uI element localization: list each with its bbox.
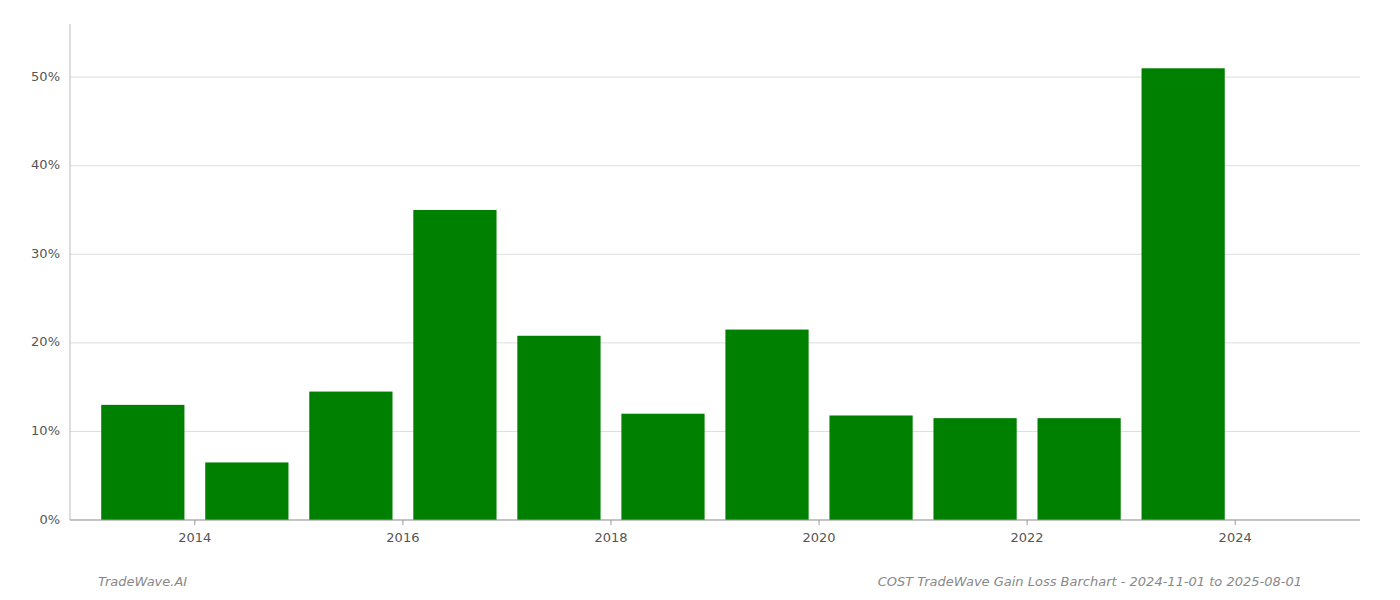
x-tick-label: 2018 [594, 530, 627, 545]
bar [309, 392, 392, 520]
x-tick-label: 2014 [178, 530, 211, 545]
x-tick-label: 2016 [386, 530, 419, 545]
bar [1038, 418, 1121, 520]
bar [517, 336, 600, 520]
bar [829, 415, 912, 520]
bars [101, 68, 1225, 520]
x-axis-line [70, 520, 1360, 521]
grid-line [70, 520, 1360, 521]
x-axis: 2014 2016 2018 2020 2022 2024 [70, 520, 1360, 545]
x-tick-label: 2024 [1219, 530, 1252, 545]
bar [725, 330, 808, 520]
y-tick-label: 0% [39, 512, 60, 527]
y-tick-label: 30% [31, 246, 60, 261]
x-tick [1027, 520, 1028, 525]
x-tick-label: 2022 [1011, 530, 1044, 545]
chart: 0% 10% 20% 30% 40% 50% 2014 2016 2018 2020 2022 202… [0, 0, 1400, 600]
chart-container: 0% 10% 20% 30% 40% 50% 2014 2016 2018 2020 2022 202… [0, 0, 1400, 600]
footer: TradeWave.AI COST TradeWave Gain Loss Bar… [98, 574, 1302, 589]
bar [621, 414, 704, 520]
x-tick [194, 520, 195, 525]
bar [101, 405, 184, 520]
y-tick-label: 10% [31, 423, 60, 438]
footer-text: TradeWave.AI [98, 574, 187, 589]
y-axis-line [70, 24, 71, 520]
x-tick [402, 520, 403, 525]
bar [205, 462, 288, 520]
y-tick-label: 40% [31, 157, 60, 172]
bar [933, 418, 1016, 520]
x-tick [819, 520, 820, 525]
bar [1142, 68, 1225, 520]
footer-text: COST TradeWave Gain Loss Barchart - 2024… [878, 574, 1302, 589]
x-tick [1235, 520, 1236, 525]
bar [413, 210, 496, 520]
y-axis: 0% 10% 20% 30% 40% 50% [31, 24, 70, 527]
y-tick-label: 20% [31, 334, 60, 349]
x-tick [610, 520, 611, 525]
y-tick-label: 50% [31, 69, 60, 84]
x-tick-label: 2020 [802, 530, 835, 545]
